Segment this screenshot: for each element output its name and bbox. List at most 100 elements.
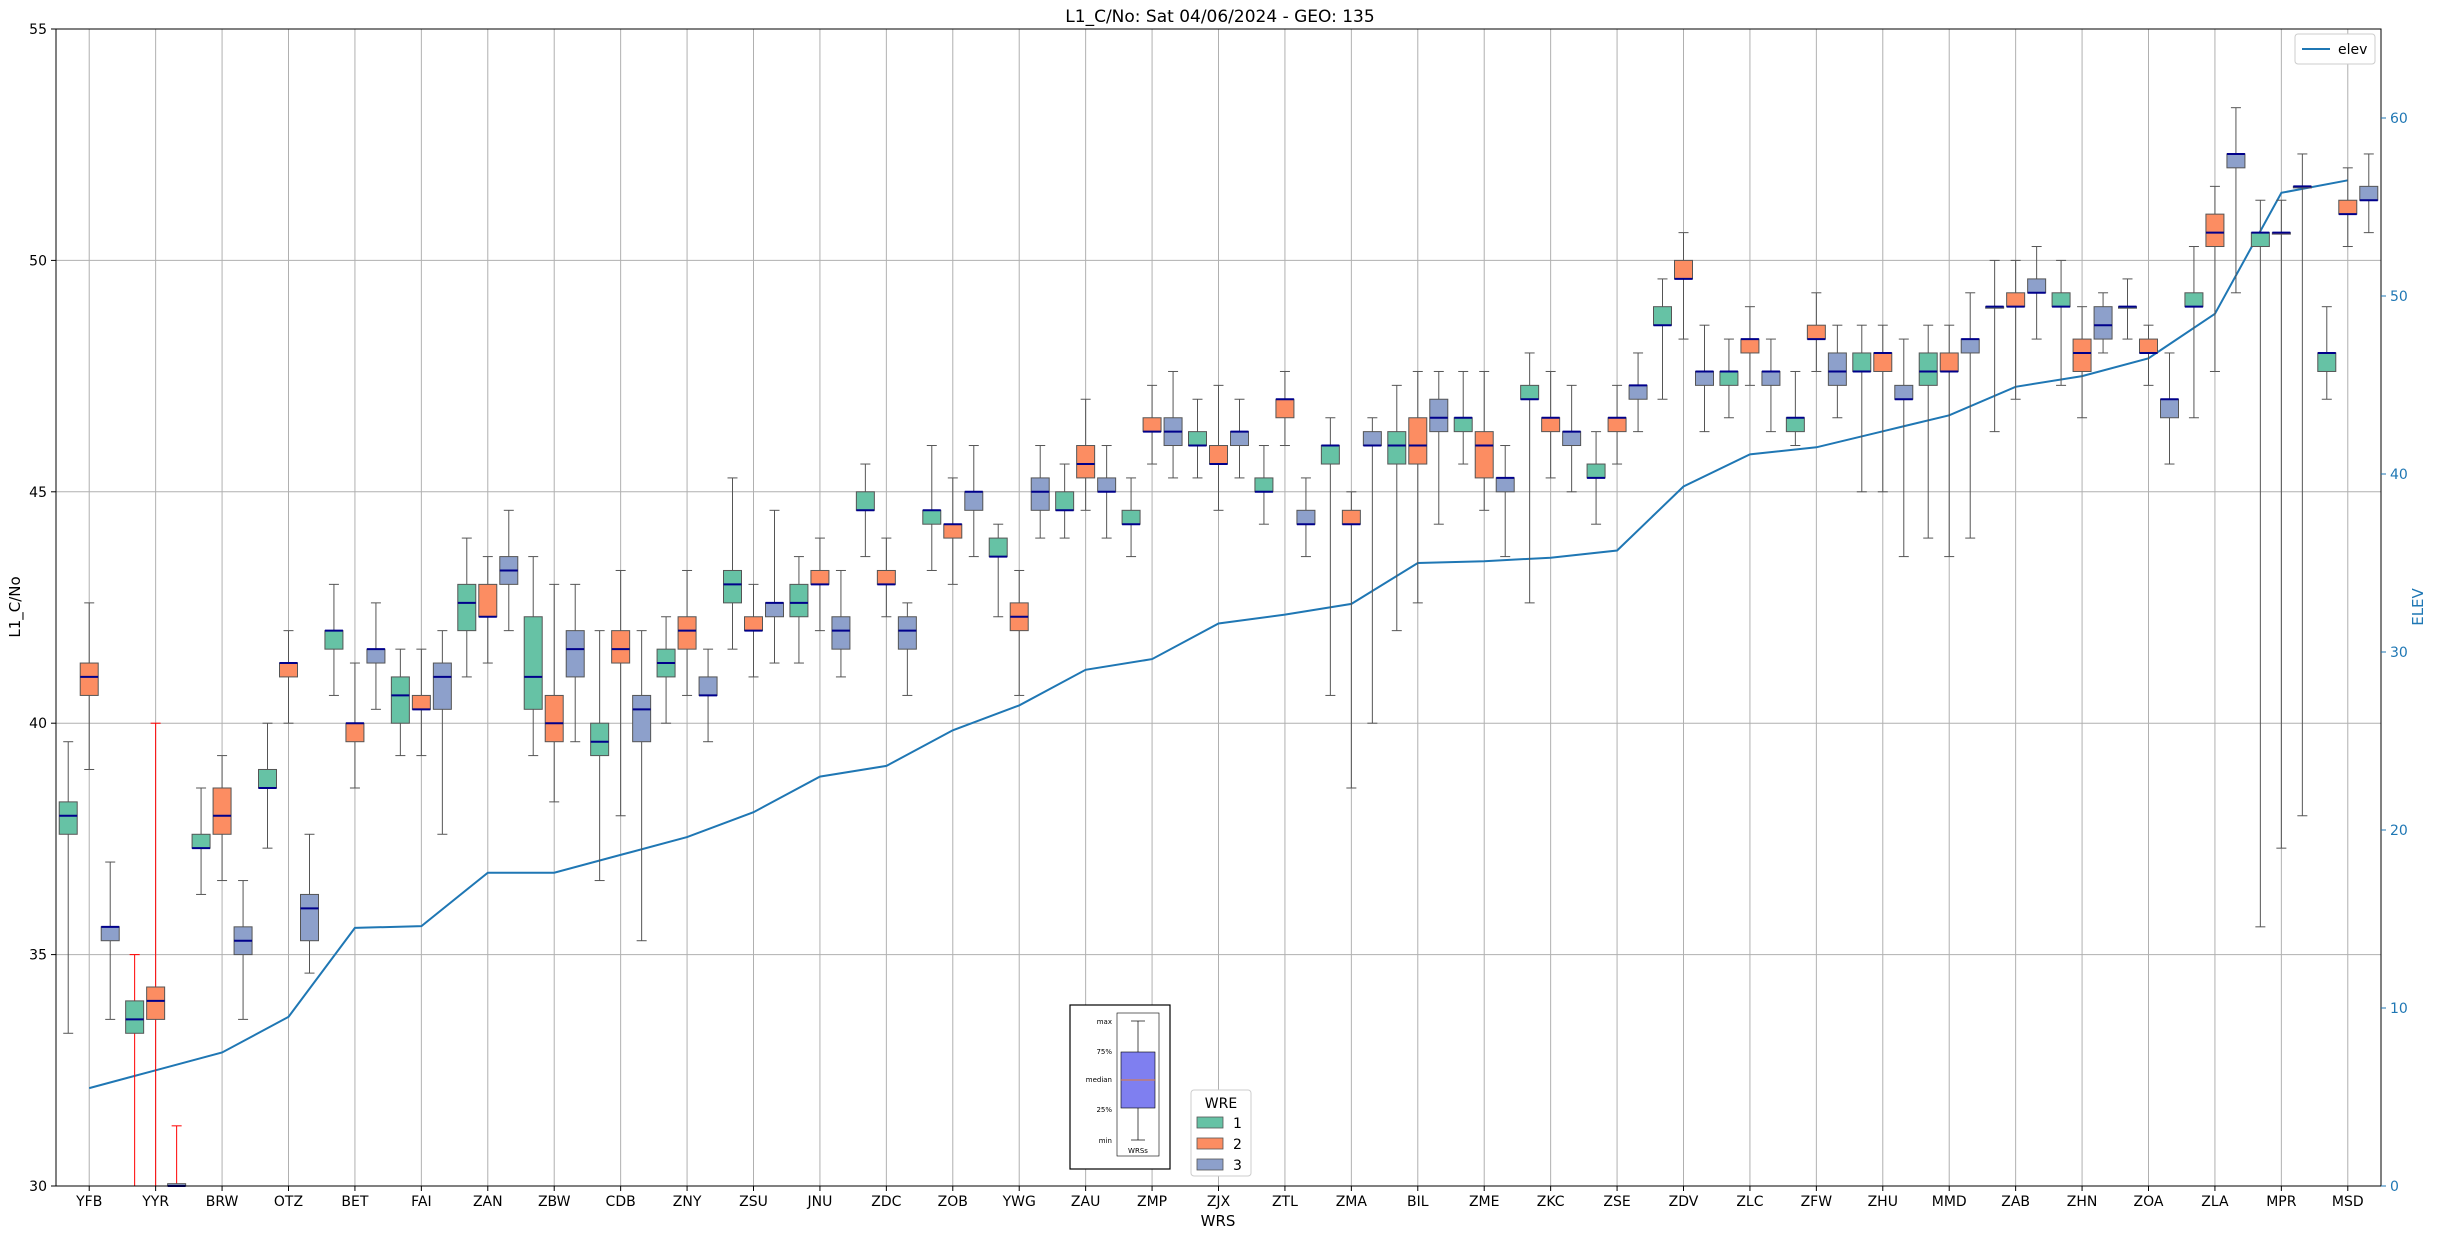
box-body [1495,477,1515,493]
box-body [1719,370,1739,386]
box-body [146,986,166,1020]
box-ZSU-wre1 [723,477,742,650]
box-ZOA-wre1 [2118,278,2137,340]
box-ZMA-wre3 [1362,417,1382,724]
box-body [677,616,697,650]
box-ZJX-wre1 [1188,398,1207,479]
x-tick-label: ZSU [739,1194,768,1210]
box-ZOA-wre3 [2160,352,2179,465]
box-ZDC-wre2 [876,537,896,618]
box-ZFW-wre2 [1806,292,1826,372]
box-body [698,676,718,696]
y-tick-label: 50 [29,253,47,269]
box-CDB-wre1 [590,630,610,882]
legend-wre: WRE 1 2 3 [1190,1089,1252,1177]
box-ZFW-wre3 [1827,324,1847,419]
box-ZAB-wre3 [2027,246,2047,340]
box-body [523,616,543,710]
x-tick-label: ZTL [1272,1194,1298,1210]
box-CDB-wre2 [611,569,631,817]
x-tick-label: MMD [1932,1194,1967,1210]
box-ZMA-wre2 [1341,491,1361,789]
x-tick-label: CDB [606,1194,636,1210]
box-body [2338,199,2358,215]
box-ZSE-wre2 [1607,384,1627,465]
y2-tick-label: 20 [2390,823,2408,839]
box-body [855,491,875,511]
box-ZBW-wre1 [523,556,543,757]
box-BET-wre3 [366,602,386,710]
x-tick-label: BET [341,1194,368,1210]
x-tick-label: ZFW [1801,1194,1833,1210]
box-ZME-wre3 [1495,445,1515,558]
chart-title: L1_C/No: Sat 04/06/2024 - GEO: 135 [1065,7,1374,27]
box-body [2226,153,2246,169]
y2-tick-label: 40 [2390,467,2408,483]
box-ZHN-wre3 [2093,292,2113,354]
x-tick-label: FAI [411,1194,431,1210]
box-body [1740,338,1760,354]
box-body [876,569,896,585]
x-tick-label: ZAU [1071,1194,1100,1210]
box-body [765,602,784,618]
box-ZNY-wre3 [698,648,718,743]
box-body [1541,417,1561,433]
box-ZFW-wre1 [1785,370,1805,447]
box-body [1607,417,1627,433]
box-body [1296,509,1316,525]
box-YWG-wre1 [988,523,1008,618]
box-ZAU-wre1 [1055,463,1075,539]
box-ZOB-wre2 [943,477,963,585]
box-body [2093,306,2113,340]
elev-line [88,179,2348,1090]
box-body [611,630,631,664]
box-body [324,630,344,650]
box-ZSU-wre2 [744,583,763,678]
box-body [191,833,211,849]
box-YYR-wre1 [125,954,145,1187]
key-label-median: median [1086,1076,1112,1084]
box-ZLA-wre2 [2205,185,2225,372]
box-body [2250,232,2270,248]
box-body [411,694,431,710]
x-tick-label: ZJX [1207,1194,1231,1210]
legend-wre-swatch-2 [1196,1137,1224,1150]
box-ZTL-wre2 [1275,370,1295,447]
box-body [1030,477,1050,511]
x-tick-label: BRW [206,1194,239,1210]
box-ZDC-wre1 [855,463,875,558]
box-body [723,569,742,604]
box-ZAN-wre3 [499,509,519,632]
x-tick-label: BIL [1407,1194,1429,1210]
legend-elev-label: elev [2338,42,2367,58]
box-body [590,722,610,757]
box-MSD-wre1 [2317,306,2337,400]
box-YFB-wre1 [58,741,78,1034]
box-ZMP-wre3 [1163,370,1183,479]
box-body [1429,398,1449,433]
box-BRW-wre2 [212,755,232,882]
box-FAI-wre3 [432,630,452,835]
box-body [1408,417,1428,465]
box-BET-wre2 [345,662,365,789]
box-ZKC-wre2 [1541,370,1561,479]
box-body [1055,491,1075,511]
box-ZOA-wre2 [2139,324,2158,386]
key-label-q1: 25% [1096,1106,1112,1114]
box-ZMA-wre1 [1320,417,1340,696]
x-tick-label: ZKC [1537,1194,1565,1210]
box-ZSE-wre3 [1628,352,1648,433]
legend-elev: elev [2294,33,2376,65]
y-tick-label: 55 [29,22,47,38]
x-tick-label: OTZ [274,1194,303,1210]
box-ZBW-wre3 [565,583,585,743]
box-OTZ-wre1 [258,722,277,849]
x-tick-label: ZAN [473,1194,503,1210]
box-key-inset: max 75% median 25% min WRSs [1069,1004,1171,1170]
box-body [565,630,585,678]
box-body [1254,477,1274,493]
axis-ticks: YFB YYR BRW OTZ BET FAI ZAN ZBW CDB ZNY ZSU JNU ZDC Z… [29,22,2408,1210]
box-body [2160,398,2179,419]
box-body [2051,292,2071,308]
box-ZTL-wre1 [1254,445,1274,525]
